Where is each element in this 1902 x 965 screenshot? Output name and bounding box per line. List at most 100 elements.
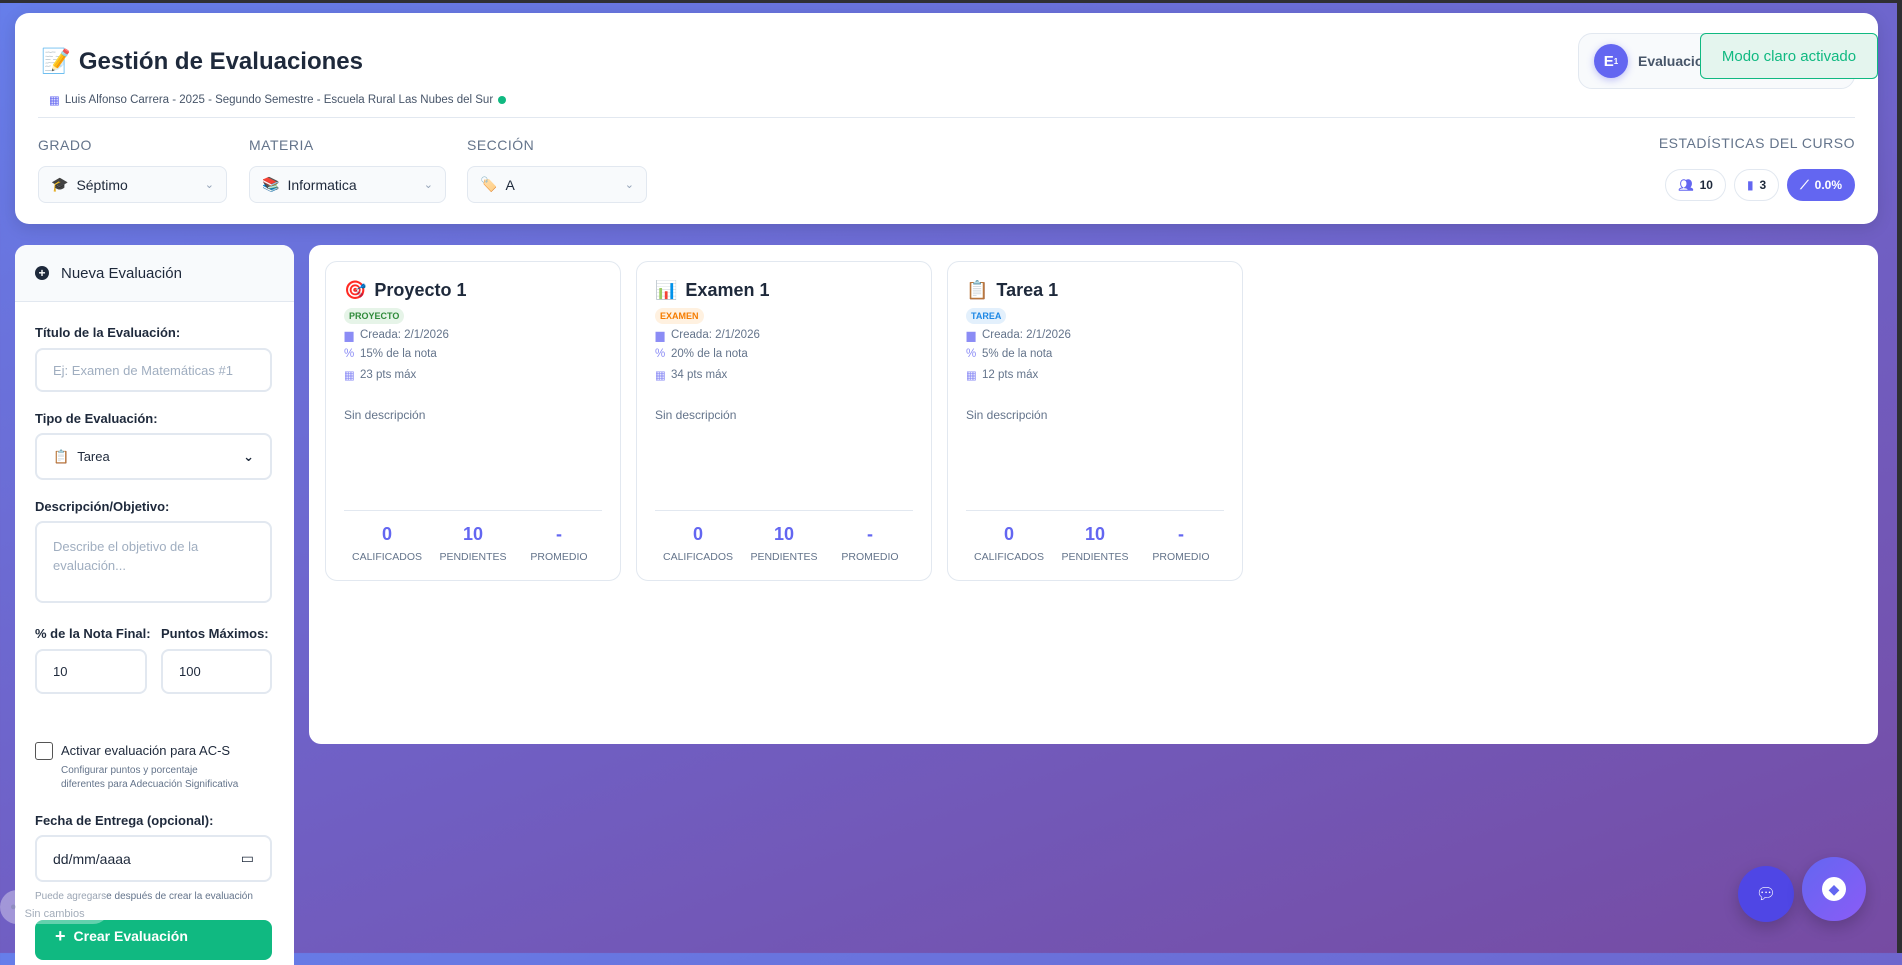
average-stat: - PROMEDIO <box>516 524 601 563</box>
points-text: 12 pts máx <box>982 369 1039 381</box>
pending-stat: 10 PENDIENTES <box>430 524 515 563</box>
card-type-icon: 📊 <box>655 280 678 300</box>
graded-stat: 0 CALIFICADOS <box>655 524 740 563</box>
title-input[interactable]: Ej: Examen de Matemáticas #1 <box>35 348 272 392</box>
evaluation-card[interactable]: 📊 Examen 1 EXAMEN ▆ Creada: 2/1/2026 % 20% … <box>636 261 932 581</box>
graded-stat: 0 CALIFICADOS <box>966 524 1051 563</box>
graded-label: CALIFICADOS <box>973 551 1044 563</box>
calendar-icon: ▦ <box>49 95 60 107</box>
page-title: 📝 Gestión de Evaluaciones <box>41 47 363 76</box>
evaluations-stat: ▮ 3 <box>1733 169 1780 201</box>
graded-stat: 0 CALIFICADOS <box>344 524 429 563</box>
average-label: PROMEDIO <box>1152 551 1210 563</box>
card-description: Sin descripción <box>655 408 737 422</box>
chevron-down-icon: ⌄ <box>624 179 634 191</box>
students-stat: 👥︎ 10 <box>1665 169 1726 201</box>
average-value: - <box>867 524 873 544</box>
create-evaluation-button[interactable]: + Crear Evaluación <box>35 920 272 960</box>
average-label: PROMEDIO <box>530 551 588 563</box>
window-scrollbar[interactable] <box>1897 0 1902 953</box>
pending-stat: 10 PENDIENTES <box>1052 524 1137 563</box>
toast-notification: Modo claro activado <box>1700 33 1878 79</box>
graduation-cap-icon: 🎓 <box>51 176 69 192</box>
users-icon: 👥︎ <box>1678 178 1694 192</box>
seccion-label: SECCIÓN <box>467 137 535 153</box>
created-date: ▆ Creada: 2/1/2026 <box>966 328 1071 342</box>
evaluations-count: 3 <box>1759 178 1767 192</box>
points-text: 23 pts máx <box>360 369 417 381</box>
date-input[interactable]: dd/mm/aaaa ▭ <box>35 835 272 882</box>
grade-percent: % 5% de la nota <box>966 348 1052 360</box>
grado-value: Séptimo <box>76 176 128 193</box>
calendar-icon: ▆ <box>344 330 354 342</box>
grado-select[interactable]: 🎓 Séptimo ⌄ <box>38 166 227 203</box>
grade-percent: % 20% de la nota <box>655 348 748 360</box>
card-divider <box>655 510 913 511</box>
type-value: Tarea <box>77 449 110 464</box>
average-stat: ⟋ 0.0% <box>1787 169 1855 201</box>
card-title: 📋 Tarea 1 <box>966 280 1058 301</box>
percent-icon: % <box>655 348 666 360</box>
save-status-text: Sin cambios <box>24 908 85 920</box>
graded-count: 0 <box>1003 524 1014 544</box>
save-status-indicator: ● Sin cambios <box>0 890 110 924</box>
seccion-select[interactable]: 🏷️ A ⌄ <box>467 166 647 203</box>
pending-count: 10 <box>1084 524 1106 544</box>
seccion-value: A <box>505 176 515 193</box>
max-points: ▦ 34 pts máx <box>655 368 727 382</box>
card-title-text: Proyecto 1 <box>374 280 467 300</box>
date-label: Fecha de Entrega (opcional): <box>35 813 214 828</box>
average-value: - <box>1178 524 1184 544</box>
evaluations-panel: 🎯 Proyecto 1 PROYECTO ▆ Creada: 2/1/2026 %… <box>309 245 1878 744</box>
title-placeholder: Ej: Examen de Matemáticas #1 <box>53 362 233 378</box>
file-icon: ▮ <box>1746 178 1754 192</box>
created-text: Creada: 2/1/2026 <box>360 329 449 341</box>
percent-label: % de la Nota Final: <box>35 626 151 641</box>
context-subtitle: ▦ Luis Alfonso Carrera - 2025 - Segundo S… <box>49 93 507 107</box>
card-title-text: Tarea 1 <box>996 280 1059 300</box>
card-description: Sin descripción <box>966 408 1048 422</box>
pending-count: 10 <box>462 524 484 544</box>
percent-input[interactable]: 10 <box>35 649 147 694</box>
chat-button[interactable]: 💬︎ <box>1738 866 1794 922</box>
clipboard-icon: 📋 <box>53 448 70 464</box>
graded-label: CALIFICADOS <box>351 551 422 563</box>
pending-label: PENDIENTES <box>439 551 507 563</box>
card-stats: 0 CALIFICADOS 10 PENDIENTES - PROMEDIO <box>655 524 913 563</box>
calendar-icon[interactable]: ▭ <box>240 850 254 866</box>
status-dot-icon: ● <box>10 901 17 913</box>
percent-icon: % <box>344 348 355 360</box>
compass-button[interactable]: ◆ <box>1802 857 1866 921</box>
description-placeholder: Describe el objetivo de la evaluación... <box>53 539 199 573</box>
create-evaluation-label: Crear Evaluación <box>73 928 188 944</box>
chevron-down-icon: ⌄ <box>423 179 433 191</box>
average-value: 0.0% <box>1814 178 1842 192</box>
points-label: Puntos Máximos: <box>161 626 269 641</box>
materia-value: Informatica <box>287 176 357 193</box>
percent-value: 10 <box>53 664 68 679</box>
points-text: 34 pts máx <box>671 369 728 381</box>
evaluation-card[interactable]: 🎯 Proyecto 1 PROYECTO ▆ Creada: 2/1/2026 %… <box>325 261 621 581</box>
pending-label: PENDIENTES <box>1061 551 1129 563</box>
evaluation-card[interactable]: 📋 Tarea 1 TAREA ▆ Creada: 2/1/2026 % 5% de … <box>947 261 1243 581</box>
description-label: Descripción/Objetivo: <box>35 499 170 514</box>
page-title-text: Gestión de Evaluaciones <box>78 47 363 75</box>
acs-label[interactable]: Activar evaluación para AC-S <box>61 743 231 758</box>
window-top-bar <box>0 0 1902 3</box>
acs-checkbox[interactable] <box>35 742 53 760</box>
plus-icon: + <box>55 926 66 946</box>
card-title-text: Examen 1 <box>685 280 770 300</box>
materia-select[interactable]: 📚 Informatica ⌄ <box>249 166 446 203</box>
max-points: ▦ 12 pts máx <box>966 368 1038 382</box>
header-divider <box>38 117 1855 118</box>
plus-circle-icon: + <box>35 266 49 280</box>
type-select[interactable]: 📋 Tarea ⌄ <box>35 433 272 480</box>
average-value: - <box>556 524 562 544</box>
card-title: 🎯 Proyecto 1 <box>344 280 466 301</box>
created-text: Creada: 2/1/2026 <box>982 329 1071 341</box>
description-textarea[interactable]: Describe el objetivo de la evaluación... <box>35 521 272 603</box>
card-description: Sin descripción <box>344 408 426 422</box>
points-input[interactable]: 100 <box>161 649 272 694</box>
created-date: ▆ Creada: 2/1/2026 <box>344 328 449 342</box>
card-divider <box>344 510 602 511</box>
